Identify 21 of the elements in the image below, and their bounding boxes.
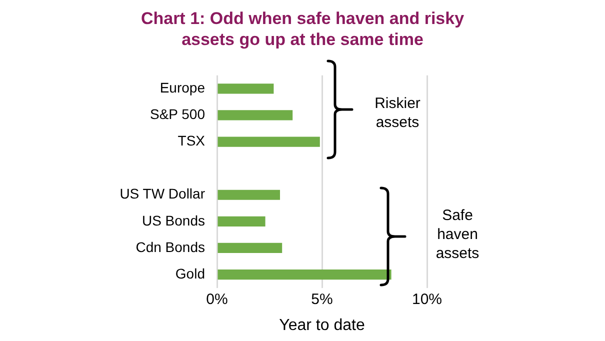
x-tick-label: 5%: [311, 290, 333, 308]
bar: [218, 136, 320, 147]
y-tick-label: S&P 500: [150, 106, 206, 122]
annotation: Riskier assets: [374, 94, 422, 132]
x-axis-title: Year to date: [279, 316, 365, 334]
y-tick-label: Europe: [160, 80, 206, 96]
text: Safe haven assets: [434, 206, 480, 263]
bar: [218, 190, 280, 200]
y-tick-label: US Bonds: [142, 212, 205, 228]
y-tick-label: TSX: [178, 132, 206, 149]
y-tick-label: Cdn Bonds: [136, 238, 205, 255]
bar: [218, 242, 282, 254]
bar: [218, 269, 392, 280]
y-tick-label: US TW Dollar: [120, 186, 206, 202]
bar: [218, 216, 266, 226]
bar: [218, 84, 274, 94]
x-tick-label: 0%: [206, 290, 228, 308]
bar: [218, 110, 293, 120]
y-tick-label: Gold: [175, 265, 205, 282]
x-tick-label: 10%: [412, 290, 442, 308]
chart-title: Chart 1: Odd when safe haven and risky assets go up at the same time: [140, 8, 466, 50]
